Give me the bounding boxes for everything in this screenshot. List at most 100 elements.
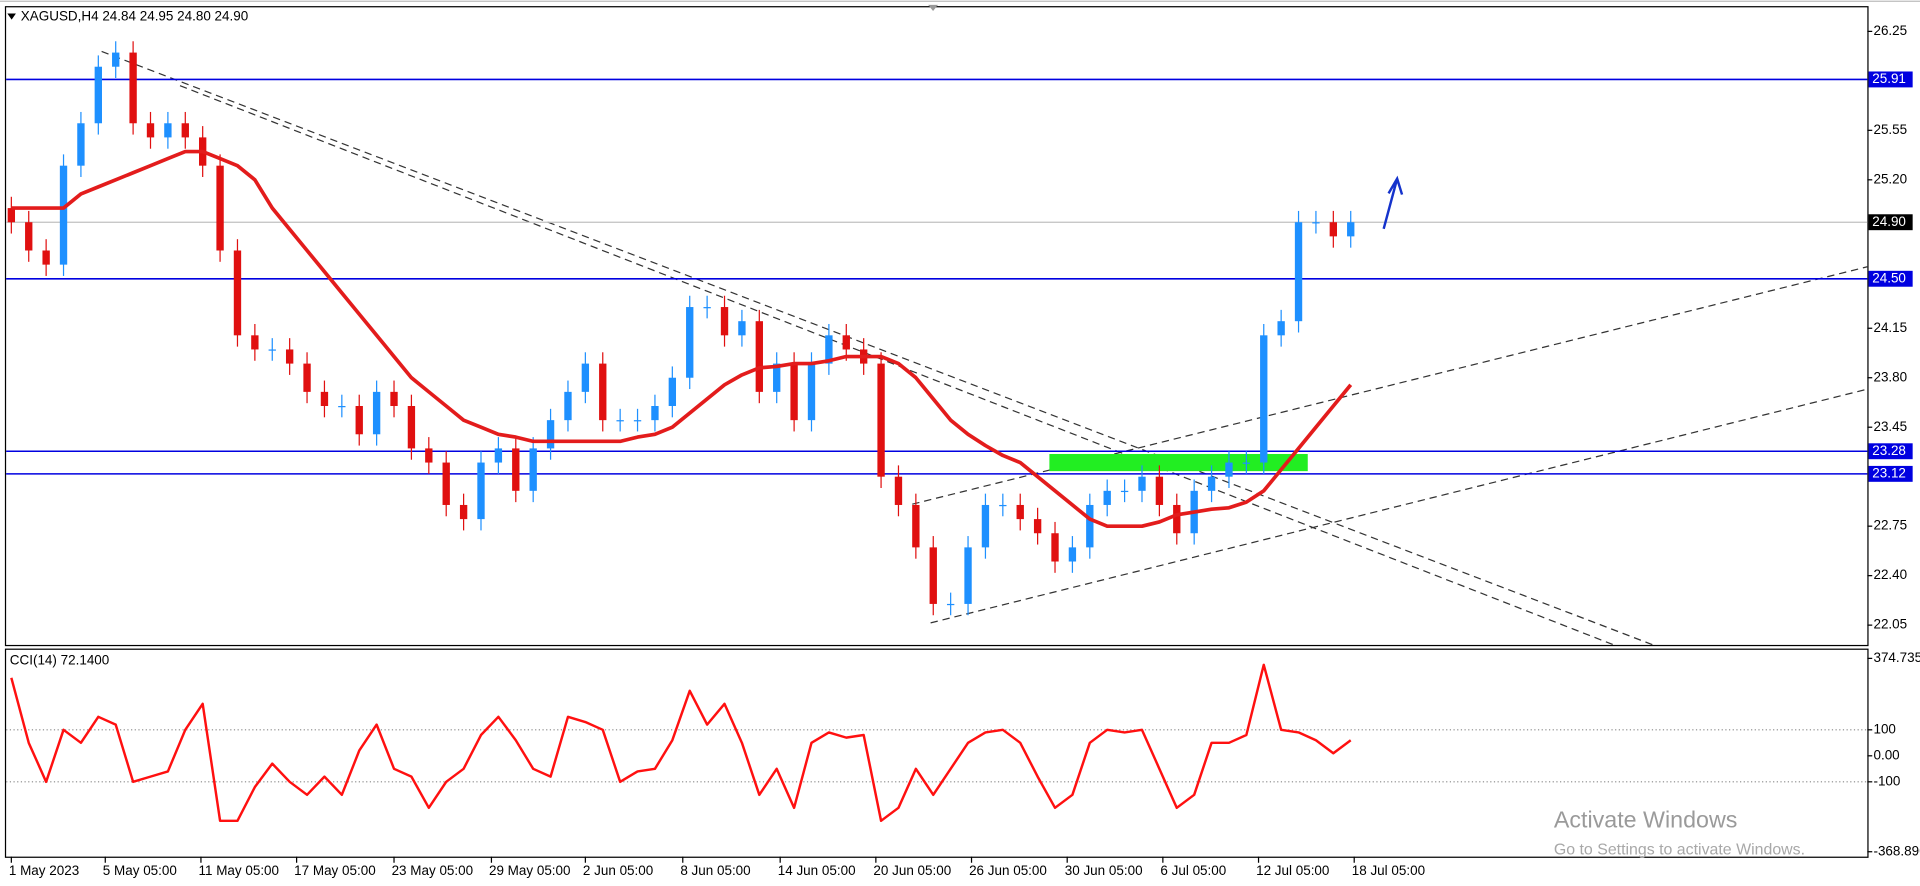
level-label: 23.12 [1872,465,1906,480]
candle-body [1242,462,1251,464]
level-label-box [1868,443,1913,460]
candle-body [599,363,607,421]
x-tick-label: 30 Jun 05:00 [1065,863,1143,878]
candle-body [59,165,68,265]
candle-body [1155,476,1164,505]
trend-line [101,50,1654,646]
candle-body [877,363,885,477]
x-tick-label: 5 May 05:00 [103,863,177,878]
x-tick-label: 29 May 05:00 [489,863,571,878]
plot: 26.25 25.55 25.20 24.15 23.80 23.45 22.75 22.40… [6,23,1920,878]
candle-body [546,420,555,449]
candle-body [1138,476,1146,491]
x-tick-label: 2 Jun 05:00 [583,863,653,878]
candle-body [999,504,1007,507]
price-label: 24.90 [1872,214,1906,229]
candle-body [1173,504,1181,534]
candle-body [216,165,224,251]
menu-triangle [7,13,16,20]
candle-body [233,250,242,336]
candle-body [459,504,468,520]
y-tick-label: 24.15 [1873,320,1907,335]
candle-body [494,448,503,463]
candle-body [1294,222,1303,322]
y-tick-label: 25.55 [1873,122,1907,137]
candle-body [512,448,520,491]
x-tick-label: 8 Jun 05:00 [680,863,750,878]
channel-line [930,388,1868,624]
candle-body [912,504,920,548]
candle-body [285,349,294,364]
x-tick-label: 18 Jul 05:00 [1352,863,1425,878]
candle-body [1086,504,1094,548]
level-label: 24.50 [1872,270,1906,285]
candle-body [442,462,450,505]
candle-body [320,391,329,407]
candle-body [842,335,850,350]
candle-body [720,307,729,336]
x-tick-label: 20 Jun 05:00 [873,863,951,878]
candle-body [686,307,694,378]
candle-body [964,547,972,604]
y-tick-label: 0.00 [1873,747,1899,762]
indicator-line [10,663,1352,823]
candle-body [268,349,276,351]
candle-body [807,363,816,421]
zone [1049,454,1308,472]
candle-body [1260,335,1268,463]
y-tick-label: 23.80 [1873,369,1907,384]
watermark: Go to Settings to activate Windows. [1554,842,1805,859]
y-tick-label: 26.25 [1873,23,1907,38]
candle-body [703,307,711,309]
x-tick-label: 23 May 05:00 [392,863,474,878]
candle-body [251,335,259,350]
candle-body [1120,490,1129,493]
x-tick-label: 1 May 2023 [9,863,79,878]
candle-body [894,476,903,505]
candle-body [407,406,416,449]
y-tick-label: 22.75 [1873,518,1907,533]
candle-body [425,448,433,463]
candle-body [129,52,137,124]
y-tick-label: 23.45 [1873,419,1907,434]
candle-body [651,406,659,421]
candle-body [181,123,189,138]
cci-panel [4,648,1869,858]
arrow [1382,175,1404,230]
candle-body [164,123,172,138]
candle-body [946,603,955,606]
y-tick-label: 100 [1873,721,1895,736]
candle-body [7,208,16,223]
candle-body [564,391,572,421]
candle-body [755,321,763,392]
candle-body [981,504,990,548]
y-tick-label: 25.20 [1873,171,1907,186]
scroll-marker [928,4,938,12]
level-label-box [1868,71,1913,88]
y-tick-label: 22.40 [1873,567,1907,582]
candle-body [1312,222,1320,224]
candle-body [633,420,642,422]
candle-body [1033,519,1042,534]
x-tick-label: 17 May 05:00 [294,863,376,878]
candle-body [303,363,311,392]
main-panel [4,6,1869,647]
candle-body [738,321,746,336]
candle-body [790,363,798,421]
level-label-box [1868,465,1913,482]
candle-body [1016,504,1024,520]
candle-body [1225,462,1233,477]
candle-body [1207,476,1216,491]
candle-body [25,222,33,251]
level-label: 23.28 [1872,443,1906,458]
y-tick-label: -368.896 [1873,843,1920,858]
x-tick-label: 12 Jul 05:00 [1256,863,1329,878]
level-label: 25.91 [1872,71,1906,86]
price-label-box [1868,214,1913,231]
moving-average [11,149,1353,529]
candle-body [825,335,833,364]
candle-body [1347,222,1355,237]
